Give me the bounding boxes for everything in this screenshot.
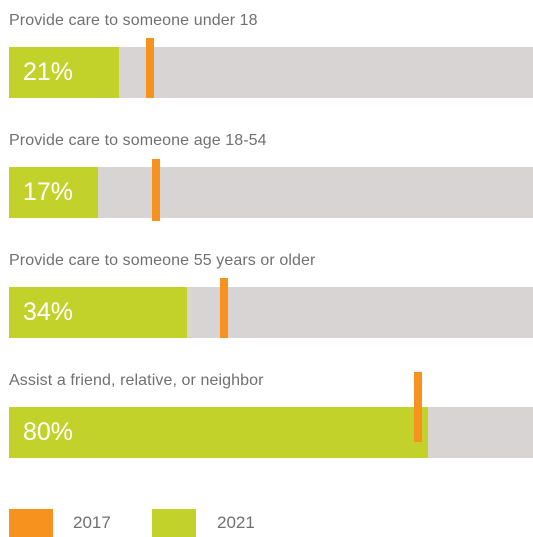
bar-2021 <box>9 47 120 98</box>
marker-2017 <box>146 38 155 98</box>
marker-2017 <box>413 372 422 442</box>
bar-2021 <box>9 407 429 458</box>
bar-2021 <box>9 287 188 338</box>
value-label-2021: 80% <box>23 418 74 446</box>
category-label: Provide care to someone under 18 <box>9 12 258 29</box>
legend-label-2021: 2021 <box>217 513 255 532</box>
value-label-2021: 21% <box>23 58 74 86</box>
marker-2017 <box>151 159 160 221</box>
bar-track: 34% <box>9 278 533 338</box>
legend-swatch-2017 <box>9 509 53 537</box>
bar-track: 21% <box>9 38 533 98</box>
value-label-2021: 34% <box>23 298 74 326</box>
bar-track: 80% <box>9 372 533 458</box>
bar-track: 17% <box>9 159 533 221</box>
category-label: Provide care to someone age 18-54 <box>9 132 267 149</box>
legend-swatch-2021 <box>152 509 196 537</box>
marker-2017 <box>219 278 228 338</box>
bar-2021 <box>9 167 99 218</box>
category-label: Provide care to someone 55 years or olde… <box>9 252 316 269</box>
category-label: Assist a friend, relative, or neighbor <box>9 372 264 389</box>
value-label-2021: 17% <box>23 178 74 206</box>
legend-label-2017: 2017 <box>73 513 111 532</box>
